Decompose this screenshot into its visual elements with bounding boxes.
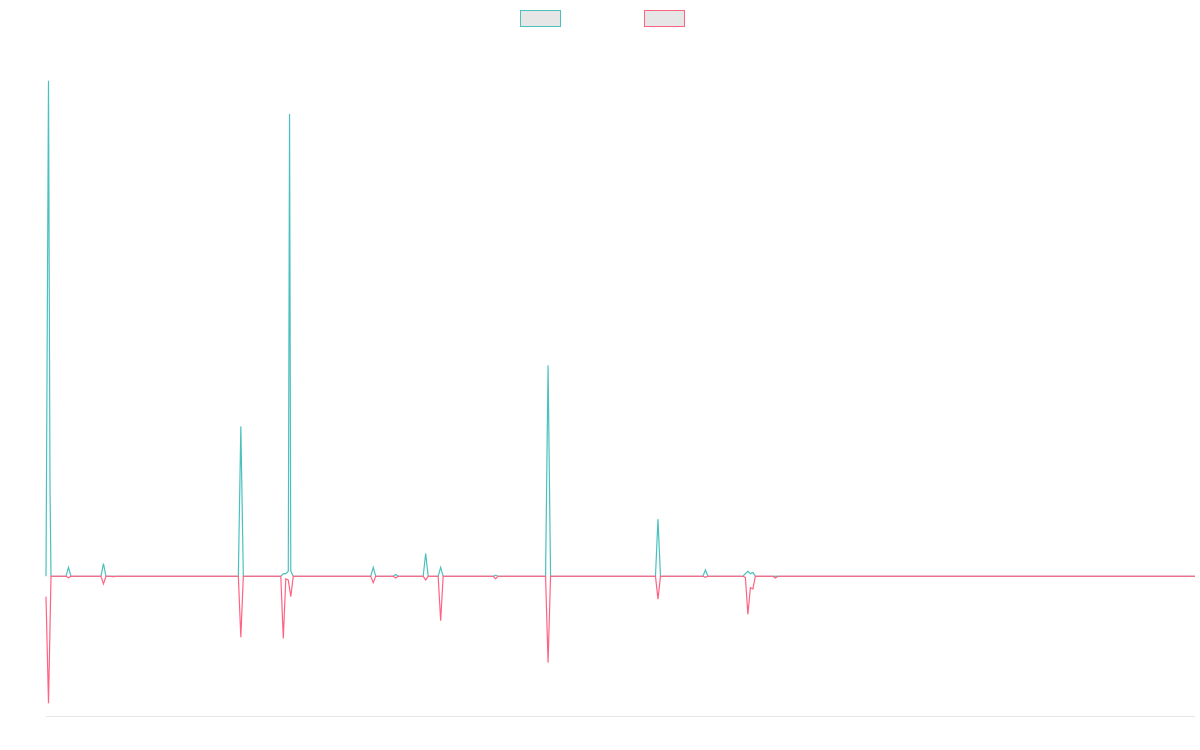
legend-swatch-1[interactable] <box>520 10 561 27</box>
legend[interactable] <box>520 10 685 27</box>
legend-swatch-2[interactable] <box>644 10 685 27</box>
series-layer <box>45 80 1195 704</box>
series-line-2 <box>45 575 1195 704</box>
